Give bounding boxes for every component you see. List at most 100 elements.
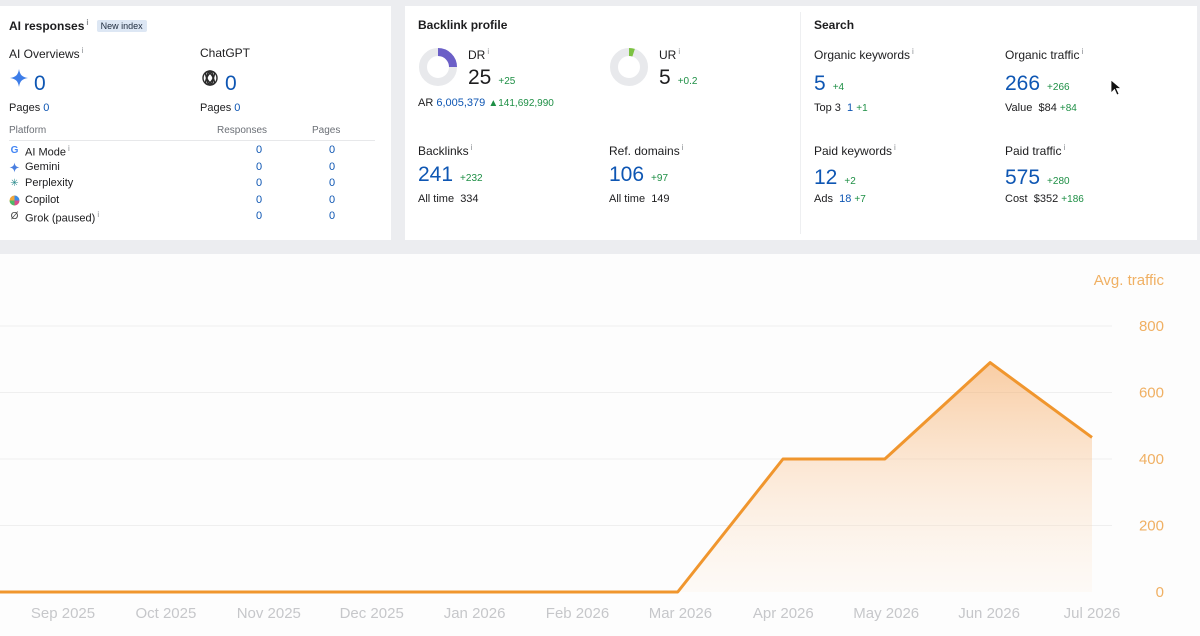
chatgpt-pages-value[interactable]: 0 [234,102,241,114]
x-tick-label: May 2026 [853,605,919,622]
organic-keywords-top3: Top 3 1 +1 [814,102,868,114]
ur-label: UR i [659,47,681,62]
paid-traffic-value[interactable]: 575 +280 [1005,166,1070,189]
responses-value[interactable]: 0 [256,177,263,189]
ur-value: 5 +0.2 [659,66,698,89]
copilot-icon [9,195,20,206]
y-tick-label: 200 [1139,518,1164,535]
paid-keywords-ads: Ads 18 +7 [814,193,866,205]
y-tick-label: 800 [1139,318,1164,335]
ads-delta: +7 [854,194,866,205]
paid-keywords-delta: +2 [844,176,856,187]
info-icon[interactable]: i [1081,47,1084,56]
chatgpt-label: ChatGPT [200,46,251,60]
ar-value[interactable]: 6,005,379 [436,97,486,109]
ur-donut-track [610,48,648,86]
ref-domains-value[interactable]: 106 +97 [609,163,669,186]
x-tick-label: Sep 2025 [31,605,95,622]
x-tick-label: Jun 2026 [958,605,1020,622]
paid-keywords-label: Paid keywords i [814,143,896,158]
backlinks-delta: +232 [460,173,483,184]
pages-value[interactable]: 0 [329,161,336,173]
ref-domains-all-time: All time 149 [609,193,670,205]
cost-delta: +186 [1061,194,1084,205]
value-delta: +84 [1059,103,1077,114]
triangle-up-icon: ▲ [488,98,499,109]
organic-traffic-delta: +266 [1047,82,1070,93]
chatgpt-pages: Pages 0 [200,102,241,114]
paid-traffic-delta: +280 [1047,176,1070,187]
x-tick-label: Oct 2025 [135,605,196,622]
pages-value[interactable]: 0 [329,177,336,189]
paid-traffic-cost: Cost $352 +186 [1005,193,1084,205]
ur-donut-fill [610,48,648,86]
responses-value[interactable]: 0 [256,194,263,206]
x-tick-label: Nov 2025 [237,605,301,622]
mouse-cursor-icon [1110,79,1122,96]
x-tick-label: Jul 2026 [1064,605,1121,622]
chatgpt-icon [200,68,220,88]
responses-value[interactable]: 0 [256,210,263,222]
section-divider [800,12,801,234]
platform-row-copilot: Copilot 0 0 [9,193,369,209]
ar-delta: ▲141,692,990 [488,98,554,109]
info-icon[interactable]: i [470,143,473,152]
pages-value[interactable]: 0 [329,194,336,206]
pages-value[interactable]: 0 [329,144,336,156]
platform-row-perplexity: ✳ Perplexity 0 0 [9,176,369,192]
gemini-icon [9,162,20,173]
ai-overviews-value[interactable]: 0 [34,72,46,95]
y-tick-label: 400 [1139,451,1164,468]
x-tick-label: Dec 2025 [340,605,404,622]
metrics-card: Backlink profile DR i 25 +25 AR 6,005,379 … [405,6,1197,240]
platform-row-grok: Ø Grok (paused) i 0 0 [9,209,369,225]
info-icon[interactable]: i [1063,143,1066,152]
platform-name: Gemini [25,161,60,173]
info-icon[interactable]: i [681,143,684,152]
info-icon[interactable]: i [97,210,100,219]
ref-domains-delta: +97 [651,173,669,184]
avg-traffic-chart: Sep 2025 Oct 2025 Nov 2025 Dec 2025 Jan 2026… [0,254,1200,636]
y-tick-label: 600 [1139,385,1164,402]
info-icon[interactable]: i [487,47,490,56]
platform-name: Copilot [25,194,60,206]
ai-overviews-label: AI Overviews i [9,46,84,61]
avg-traffic-line [0,361,1093,594]
info-icon[interactable]: i [894,143,896,152]
organic-keywords-delta: +4 [832,82,845,93]
responses-value[interactable]: 0 [256,144,263,156]
info-icon[interactable]: i [81,46,84,55]
top3-delta: +1 [856,103,868,114]
responses-value[interactable]: 0 [256,161,263,173]
info-icon[interactable]: i [678,47,681,56]
info-icon[interactable]: i [86,18,89,27]
organic-traffic-label: Organic traffic i [1005,47,1084,62]
pages-value[interactable]: 0 [329,210,336,222]
organic-traffic-value[interactable]: 266 +266 [1005,72,1070,95]
top3-value[interactable]: 1 [847,102,854,114]
ads-value[interactable]: 18 [839,193,852,205]
ai-overviews-pages: Pages 0 [9,102,50,114]
x-tick-label: Apr 2026 [753,605,814,622]
header-responses: Responses [217,125,268,136]
platform-row-ai-mode: G AI Mode i 0 0 [9,143,369,159]
platform-name: AI Mode [25,146,66,159]
organic-traffic-value-row: Value $84 +84 [1005,102,1077,114]
dr-delta: +25 [498,76,516,87]
backlinks-all-time: All time 334 [418,193,479,205]
ai-responses-title: AI responses i New index [9,18,147,33]
backlinks-value[interactable]: 241 +232 [418,163,483,186]
platform-name: Perplexity [25,177,74,189]
dr-donut-fill [419,48,457,86]
info-icon[interactable]: i [912,47,914,56]
info-icon[interactable]: i [67,144,70,153]
ai-overviews-pages-value[interactable]: 0 [43,102,50,114]
ur-donut-chart [610,48,648,86]
paid-keywords-value[interactable]: 12 +2 [814,166,856,189]
chatgpt-value[interactable]: 0 [225,72,237,95]
avg-traffic-area [0,362,1092,592]
ur-delta: +0.2 [677,76,698,87]
gemini-sparkle-icon [9,68,29,88]
organic-keywords-value[interactable]: 5 +4 [814,72,845,95]
grok-icon: Ø [10,211,19,222]
